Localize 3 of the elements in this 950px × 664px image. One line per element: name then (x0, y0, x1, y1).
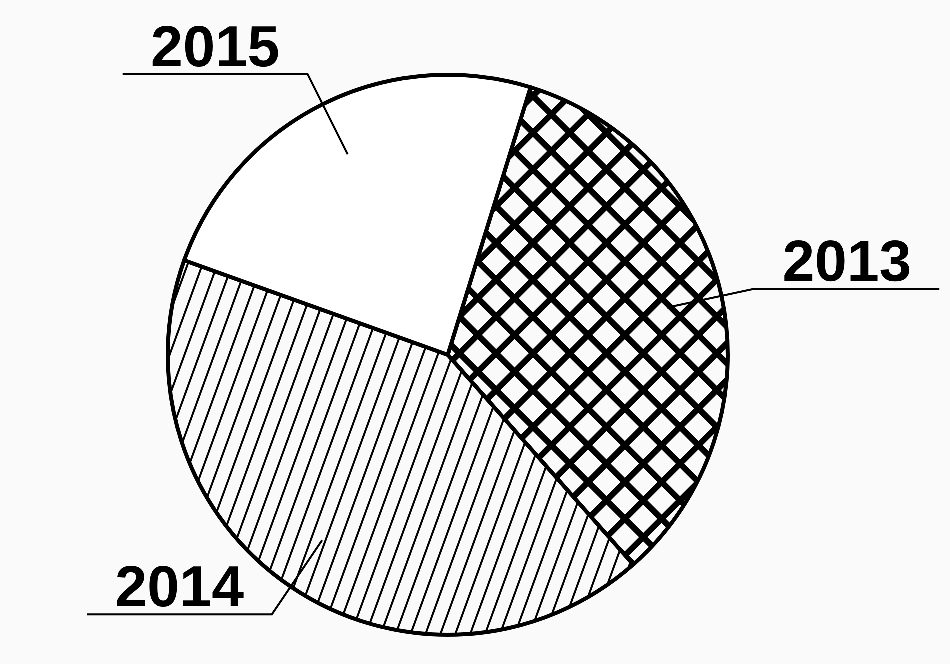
slice-label: 2013 (782, 229, 912, 294)
slice-label: 2014 (115, 554, 244, 620)
slice-label: 2015 (150, 14, 280, 80)
